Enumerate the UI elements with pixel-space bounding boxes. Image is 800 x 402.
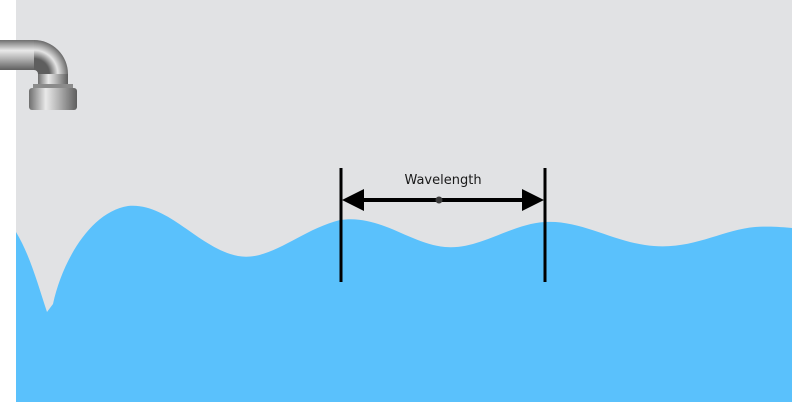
faucet-icon[interactable] bbox=[0, 40, 77, 110]
water-surface bbox=[16, 205, 792, 402]
wavelength-label: Wavelength bbox=[404, 173, 481, 188]
double-arrow-icon[interactable] bbox=[342, 189, 544, 211]
wavelength-marker: Wavelength bbox=[339, 168, 547, 282]
